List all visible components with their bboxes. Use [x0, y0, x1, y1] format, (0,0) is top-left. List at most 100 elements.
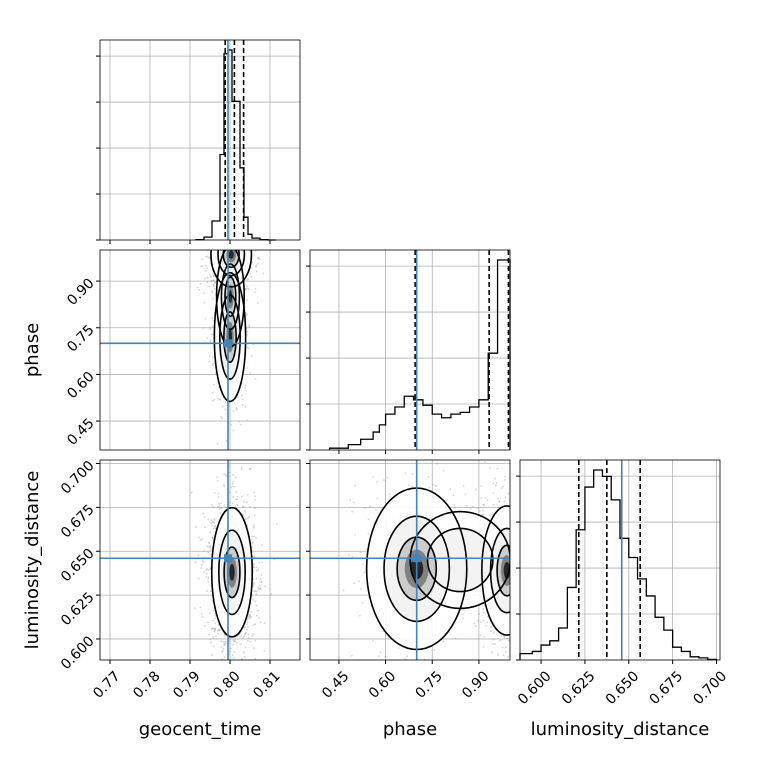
scatter-point [511, 516, 513, 518]
scatter-point [517, 515, 519, 517]
scatter-point [228, 243, 230, 245]
y-tick-label-luminosity_distance: 0.625 [58, 589, 98, 629]
scatter-point [517, 590, 519, 592]
scatter-point [208, 245, 210, 247]
scatter-point [237, 246, 239, 248]
scatter-point [236, 495, 239, 498]
scatter-point [252, 633, 255, 635]
scatter-point [511, 607, 513, 609]
scatter-point [517, 622, 519, 624]
scatter-point [270, 592, 273, 595]
scatter-point [252, 535, 255, 538]
scatter-point [253, 647, 256, 650]
scatter-point [234, 476, 237, 479]
scatter-point [213, 274, 215, 277]
scatter-point [248, 242, 250, 244]
contour-line [223, 546, 241, 599]
scatter-point [515, 598, 517, 600]
scatter-point [248, 243, 250, 245]
scatter-point [217, 505, 219, 508]
scatter-point [232, 245, 234, 247]
scatter-point [436, 463, 439, 465]
scatter-point [213, 288, 216, 290]
y-tick-label-phase: 0.60 [64, 369, 97, 402]
scatter-point [512, 567, 514, 569]
scatter-point [514, 603, 516, 605]
scatter-point [259, 621, 262, 624]
x-tick-label-phase: 0.45 [319, 668, 352, 701]
scatter-point [213, 521, 216, 524]
scatter-point [498, 500, 501, 502]
scatter-point [406, 452, 408, 454]
scatter-point [489, 466, 491, 469]
scatter-point [226, 245, 228, 247]
scatter-point [227, 244, 229, 246]
scatter-point [222, 641, 225, 643]
panel-background [100, 40, 300, 240]
scatter-point [406, 655, 409, 658]
scatter-point [239, 643, 242, 646]
scatter-point [232, 242, 234, 244]
x-tick-label-phase: 0.60 [366, 668, 399, 701]
scatter-point [241, 242, 243, 244]
scatter-point [232, 656, 235, 659]
scatter-point [255, 566, 258, 569]
scatter-point [263, 650, 266, 652]
scatter-point [246, 346, 249, 349]
scatter-point [244, 406, 247, 408]
scatter-point [205, 572, 208, 575]
scatter-point [511, 588, 513, 590]
scatter-point [511, 578, 513, 580]
scatter-point [237, 244, 239, 246]
scatter-point [253, 514, 256, 517]
scatter-point [209, 274, 212, 277]
scatter-point [388, 493, 391, 496]
scatter-point [354, 484, 357, 487]
scatter-point [244, 243, 246, 245]
scatter-point [445, 499, 448, 502]
contour-line [409, 510, 510, 610]
scatter-point [511, 567, 513, 569]
panel-geocent_time-geocent_time [96, 39, 301, 241]
scatter-point [353, 533, 356, 536]
scatter-point [383, 479, 385, 481]
scatter-point [221, 650, 224, 652]
scatter-point [197, 554, 200, 557]
y-tick-label-phase: 0.90 [64, 275, 97, 308]
x-tick-label-luminosity_distance: 0.625 [559, 668, 599, 708]
scatter-point [224, 640, 227, 643]
scatter-point [229, 501, 232, 504]
scatter-point [516, 525, 518, 527]
scatter-point [209, 339, 212, 341]
scatter-point [492, 638, 495, 641]
scatter-point [211, 291, 214, 294]
contour-line [213, 271, 247, 403]
scatter-point [512, 651, 514, 653]
scatter-point [254, 600, 257, 603]
scatter-point [207, 577, 210, 580]
panel-background [100, 250, 300, 450]
scatter-point [231, 242, 233, 244]
scatter-point [234, 247, 236, 249]
scatter-point [510, 553, 512, 555]
scatter-point [492, 503, 495, 506]
scatter-point [201, 538, 204, 541]
scatter-point [515, 535, 517, 537]
scatter-point [202, 550, 205, 553]
scatter-point [489, 630, 492, 633]
scatter-point [512, 486, 514, 488]
scatter-point [477, 619, 480, 622]
scatter-point [217, 496, 220, 498]
scatter-point [244, 655, 246, 658]
scatter-point [203, 292, 206, 295]
scatter-point [517, 611, 519, 613]
scatter-point [246, 623, 248, 625]
scatter-point [222, 672, 224, 674]
scatter-point [433, 649, 436, 652]
scatter-point [223, 668, 225, 670]
x-tick-label-luminosity_distance: 0.700 [690, 668, 730, 708]
scatter-point [513, 509, 515, 511]
scatter-point [242, 637, 244, 640]
scatter-point [482, 504, 485, 506]
scatter-point [250, 611, 252, 614]
